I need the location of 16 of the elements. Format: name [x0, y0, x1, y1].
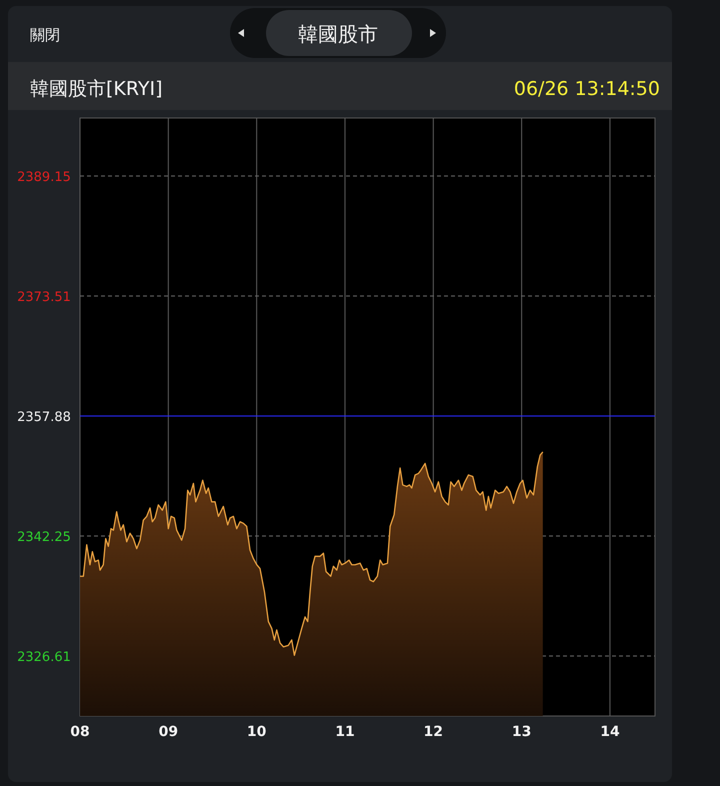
x-tick-label: 12	[424, 724, 444, 740]
text: 關閉	[30, 26, 60, 44]
x-tick-label: 13	[512, 724, 532, 740]
x-tick-label: 10	[246, 724, 267, 740]
y-tick-label: 2357.88	[17, 410, 71, 425]
x-tick-label: 08	[70, 724, 90, 740]
x-tick-label: 14	[600, 724, 620, 740]
y-tick-label: 2342.25	[17, 530, 71, 545]
chart-subtitle: 06/26 13:14:50	[514, 78, 660, 100]
chart-title: 韓國股市[KRYI]	[30, 78, 162, 100]
y-tick-label: 2326.61	[17, 650, 71, 665]
x-tick-label: 09	[158, 724, 178, 740]
y-tick-label: 2389.15	[17, 170, 71, 186]
text: 韓國股市	[298, 22, 378, 46]
y-tick-label: 2373.51	[17, 290, 71, 306]
x-tick-label: 11	[335, 724, 355, 740]
